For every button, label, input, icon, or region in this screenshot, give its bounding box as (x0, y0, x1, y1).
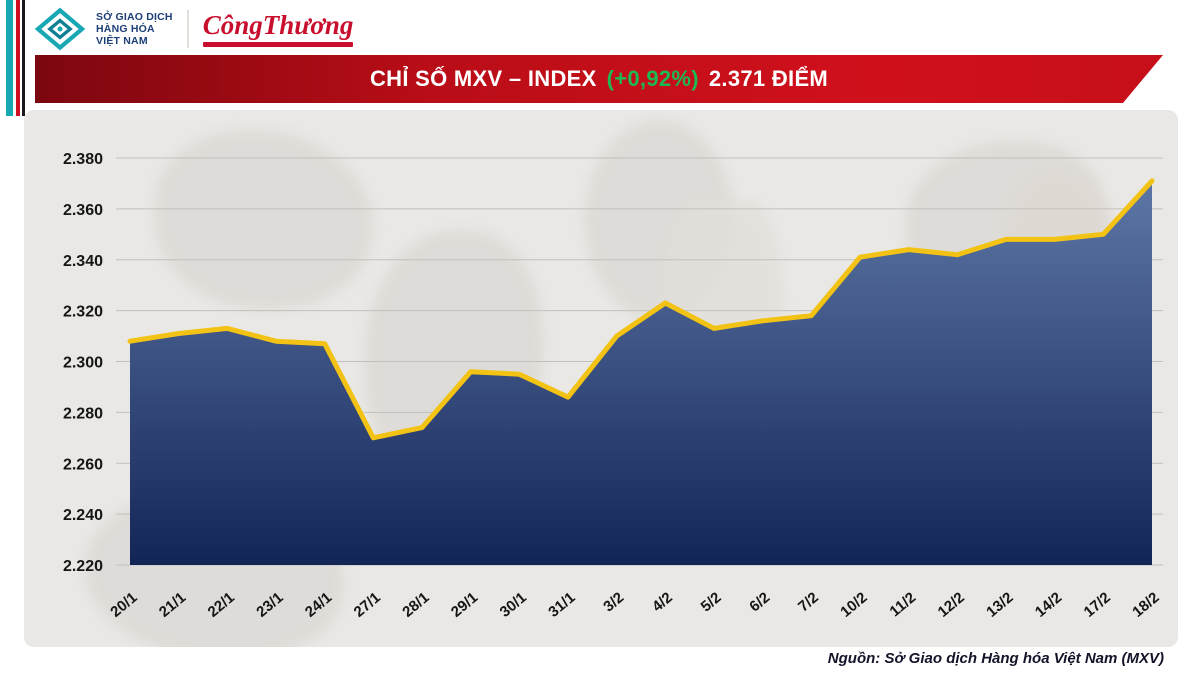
x-tick-label: 17/2 (1081, 589, 1114, 621)
header-logos: SỞ GIAO DỊCH HÀNG HÓA VIỆT NAM CôngThươn… (34, 6, 354, 52)
map-watermark (154, 130, 374, 310)
x-tick-label: 11/2 (887, 589, 920, 620)
x-tick-label: 18/2 (1129, 589, 1162, 621)
chart-line (127, 178, 1155, 441)
x-tick-label: 27/1 (351, 589, 384, 621)
logo-separator (186, 10, 189, 48)
mxv-logo-line2: HÀNG HÓA (96, 22, 155, 35)
chart-area-fill (130, 180, 1152, 565)
mxv-logo-text: SỞ GIAO DỊCH HÀNG HÓA VIỆT NAM (96, 11, 173, 47)
x-axis-labels: 20/1 21/1 22/1 23/1 24/1 27/1 28/1 29/1 30/1 31/1… (107, 589, 1162, 621)
x-tick-label: 30/1 (497, 589, 530, 621)
y-tick-label: 2.320 (63, 304, 103, 321)
congthuong-wordmark: CôngThương (202, 9, 354, 40)
x-tick-label: 6/2 (746, 589, 773, 615)
congthuong-logo: CôngThương (202, 9, 354, 47)
y-tick-label: 2.260 (63, 456, 103, 473)
x-tick-label: 3/2 (600, 589, 627, 615)
banner-title: CHỈ SỐ MXV – INDEX (369, 66, 597, 91)
mxv-logo-line1: SỞ GIAO DỊCH (96, 10, 173, 23)
left-accent-red (16, 0, 20, 116)
x-tick-label: 23/1 (253, 589, 286, 621)
banner-value: 2.371 ĐIỂM (708, 66, 829, 91)
y-tick-label: 2.280 (63, 405, 103, 422)
mxv-diamond-icon (34, 7, 86, 51)
x-tick-label: 28/1 (399, 589, 432, 621)
x-tick-label: 24/1 (302, 589, 335, 621)
x-tick-label: 7/2 (795, 589, 822, 615)
x-tick-label: 29/1 (448, 589, 481, 621)
x-tick-label: 5/2 (698, 589, 725, 615)
x-tick-label: 10/2 (837, 589, 870, 621)
x-tick-label: 20/1 (107, 589, 140, 621)
x-tick-label: 31/1 (545, 589, 578, 621)
y-axis-labels: 2.220 2.240 2.260 2.280 2.300 2.320 2.340 2.360… (63, 151, 103, 575)
banner-change-percent: (+0,92%) (606, 66, 699, 91)
title-banner: CHỈ SỐ MXV – INDEX (+0,92%) 2.371 ĐIỂM (35, 55, 1163, 103)
left-accent-teal (6, 0, 13, 116)
mxv-logo-line3: VIỆT NAM (96, 35, 148, 48)
y-tick-label: 2.240 (63, 507, 103, 524)
x-tick-label: 4/2 (649, 589, 676, 615)
x-tick-label: 22/1 (205, 589, 238, 621)
x-tick-label: 21/1 (156, 589, 189, 621)
x-tick-label: 13/2 (983, 589, 1016, 621)
y-tick-label: 2.360 (63, 202, 103, 219)
y-tick-label: 2.220 (63, 558, 103, 575)
y-tick-label: 2.340 (63, 253, 103, 270)
left-accent-black (22, 0, 25, 116)
y-tick-label: 2.380 (63, 151, 103, 168)
source-attribution: Nguồn: Sở Giao dịch Hàng hóa Việt Nam (M… (827, 650, 1164, 667)
congthuong-underline (202, 41, 354, 47)
x-tick-label: 14/2 (1032, 589, 1065, 621)
x-tick-label: 12/2 (935, 589, 968, 621)
y-tick-label: 2.300 (63, 355, 103, 372)
